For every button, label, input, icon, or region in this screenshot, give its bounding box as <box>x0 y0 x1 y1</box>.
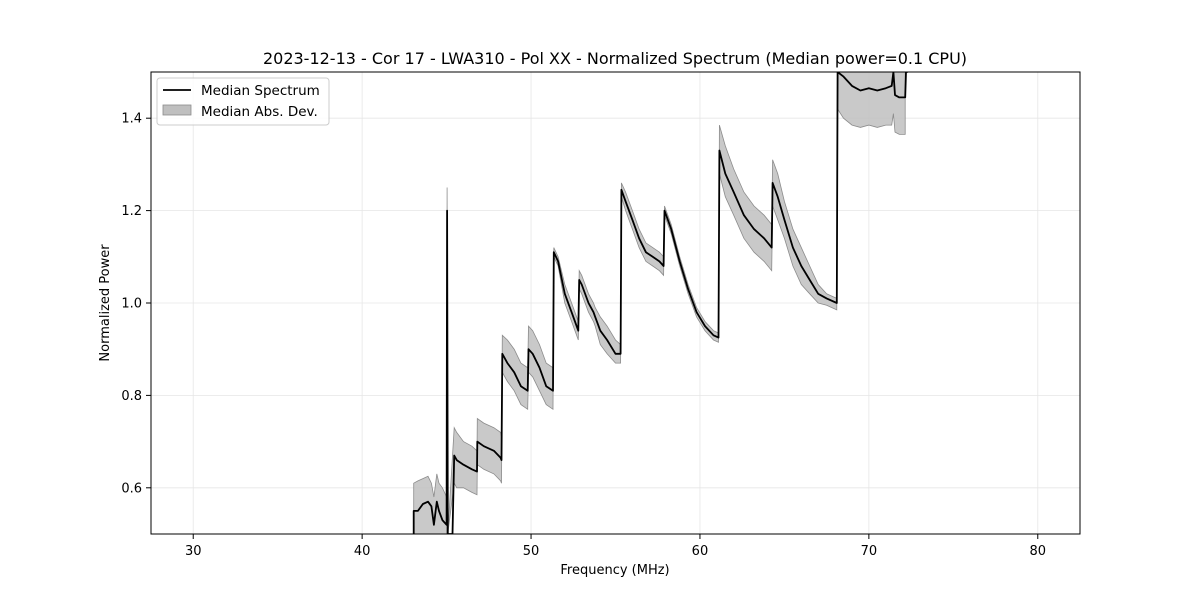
horizontal-gridlines <box>151 117 1080 489</box>
median-spectrum-line <box>412 72 908 534</box>
y-tick-label: 1.2 <box>121 204 142 219</box>
legend-box <box>156 77 330 126</box>
y-tick-label: 0.8 <box>121 389 142 404</box>
y-tick-label: 1.0 <box>121 297 142 312</box>
legend-median-abs-dev-label: Median Abs. Dev. <box>201 104 318 120</box>
legend-median-spectrum-label: Median Spectrum <box>201 83 320 99</box>
x-tick-label: 40 <box>354 544 371 559</box>
legend: Median Spectrum Median Abs. Dev. <box>156 77 330 126</box>
y-axis-label: Normalized Power <box>98 244 113 362</box>
x-tick-label: 60 <box>692 544 709 559</box>
x-axis-ticks: 30 40 50 60 70 80 <box>185 534 1046 559</box>
x-tick-label: 70 <box>861 544 878 559</box>
y-axis-ticks: 0.6 0.8 1.0 1.2 1.4 <box>121 112 151 496</box>
y-tick-label: 0.6 <box>121 481 142 496</box>
legend-median-abs-dev-swatch <box>162 104 192 116</box>
x-tick-label: 30 <box>185 544 202 559</box>
chart-title: 2023-12-13 - Cor 17 - LWA310 - Pol XX - … <box>263 49 967 68</box>
y-tick-label: 1.4 <box>121 112 142 127</box>
x-tick-label: 50 <box>523 544 540 559</box>
x-axis-label: Frequency (MHz) <box>560 563 669 578</box>
median-abs-dev-band <box>413 72 906 534</box>
x-tick-label: 80 <box>1029 544 1046 559</box>
